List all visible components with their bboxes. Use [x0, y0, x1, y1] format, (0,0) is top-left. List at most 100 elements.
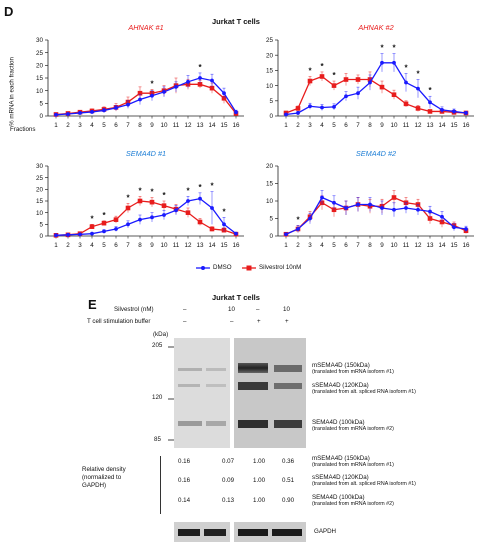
chart3-dmso-point-0 [54, 233, 58, 238]
chart3-xtick-label-0: 1 [54, 242, 58, 249]
chart1-ytick-label-1: 5 [39, 101, 43, 108]
chart2-silvestrol-point-2 [307, 78, 313, 84]
chart1-xtick-label-2: 3 [78, 122, 82, 129]
panel-e-letter: E [88, 297, 97, 312]
chart1-silvestrol-point-12 [197, 82, 203, 87]
chart1-xtick-label-9: 10 [160, 122, 168, 129]
chart1-xtick-label-6: 7 [126, 122, 130, 129]
chart3-silvestrol-point-8 [149, 199, 155, 205]
chart1-sig-1: * [198, 63, 202, 72]
chart4-xtick-label-13: 14 [438, 242, 446, 249]
chart1-xtick-label-4: 5 [102, 122, 106, 129]
chart3-silvestrol-point-12 [197, 219, 203, 225]
chart1-silvestrol-line [55, 83, 237, 116]
chart3-xtick-label-7: 8 [138, 242, 142, 249]
chart1-sig-0: * [150, 79, 154, 88]
chart4-xtick-label-2: 3 [308, 242, 312, 249]
density-r2-c1: 0.16 [178, 477, 191, 484]
chart3-ytick-label-0: 0 [39, 233, 43, 240]
chart3-xtick-label-15: 16 [232, 242, 240, 249]
gapdh-blot-image [174, 522, 306, 542]
chart2-dmso-point-3 [320, 105, 324, 110]
chart4-dmso-point-9 [392, 207, 396, 212]
density-r2-c3: 1.00 [253, 477, 266, 484]
chart1-dmso-point-14 [222, 91, 226, 96]
chart2-sig-2: * [332, 71, 336, 80]
chart2-xtick-label-6: 7 [356, 122, 360, 129]
chart3-xtick-label-2: 3 [78, 242, 82, 249]
density-r1-note: (translated from mRNA isoform #1) [312, 462, 394, 468]
density-r3-c1: 0.14 [178, 497, 191, 504]
chart2-dmso-line [285, 62, 467, 116]
lane2-stim: – [230, 318, 234, 325]
chart3-silvestrol-point-7 [137, 198, 143, 204]
chart4-ytick-label-2: 10 [266, 198, 274, 205]
density-r2-label: sSEMA4D (120KDa) (translated from alt. s… [312, 474, 416, 487]
chart4-dmso-point-15 [464, 227, 468, 231]
chart3-dmso-point-13 [210, 206, 214, 210]
chart4-silvestrol-point-12 [427, 216, 433, 221]
marker-120: 120 [152, 394, 163, 401]
chart4-ytick-label-0: 0 [269, 233, 273, 240]
density-r1-label: mSEMA4D (150kDa) (translated from mRNA i… [312, 455, 394, 468]
density-r2-name: sSEMA4D (120KDa) [312, 474, 369, 481]
chart2-xtick-label-10: 11 [403, 122, 410, 129]
chart3-dmso-point-10 [174, 208, 178, 213]
chart1-xtick-label-10: 11 [173, 122, 180, 129]
chart1-xtick-label-13: 14 [208, 122, 216, 129]
legend-silvestrol: Silvestrol 10nM [259, 264, 302, 271]
legend-dmso: DMSO [213, 264, 232, 271]
chart3-sig-8: * [210, 182, 214, 191]
chart3-xtick-label-1: 2 [66, 242, 70, 249]
chart1-dmso-point-11 [186, 79, 190, 84]
chart3-xtick-label-4: 5 [102, 242, 106, 249]
chart3-xtick-label-3: 4 [90, 242, 94, 249]
chart4-sig-0: * [296, 216, 300, 225]
chart4-xtick-label-15: 16 [462, 242, 470, 249]
legend-dmso-marker [201, 266, 205, 270]
band-msema4d-name: mSEMA4D (150kDa) [312, 362, 370, 369]
chart1-xtick-label-5: 6 [114, 122, 118, 129]
density-r2-c4: 0.51 [282, 477, 295, 484]
chart2-title: AHNAK #2 [357, 23, 393, 32]
chart4-xtick-label-10: 11 [403, 242, 410, 249]
chart4-dmso-point-3 [320, 195, 324, 200]
chart4-ytick-label-4: 20 [266, 163, 274, 170]
chart2-silvestrol-point-8 [379, 84, 385, 90]
chart2-xtick-label-12: 13 [426, 122, 434, 129]
chart4-title: SEMA4D #2 [356, 149, 396, 158]
lane4-silvestrol: 10 [283, 306, 290, 313]
panel-d-title: Jurkat T cells [212, 17, 260, 26]
chart4-xtick-label-1: 2 [296, 242, 300, 249]
chart1-ytick-label-4: 20 [36, 63, 44, 70]
chart2-silvestrol-point-9 [391, 92, 397, 98]
chart4-xtick-label-14: 15 [450, 242, 458, 249]
chart1-dmso-point-13 [210, 78, 214, 83]
density-r3-label: SEMA4D (100kDa) (translated from mRNA is… [312, 494, 394, 507]
chart1-xtick-label-1: 2 [66, 122, 70, 129]
chart1-xtick-label-8: 9 [150, 122, 154, 129]
chart3-sig-4: * [150, 188, 154, 197]
chart2-xtick-label-8: 9 [380, 122, 384, 129]
chart1-title: AHNAK #1 [127, 23, 163, 32]
chart2-dmso-point-4 [332, 104, 336, 109]
chart2-sig-3: * [380, 44, 384, 53]
chart2-xtick-label-1: 2 [296, 122, 300, 129]
chart3-ytick-label-6: 30 [36, 163, 44, 170]
panel-d-letter: D [4, 4, 14, 19]
lane1-silvestrol: – [183, 306, 187, 313]
chart2-silvestrol-line [285, 75, 467, 114]
chart4-xtick-label-8: 9 [380, 242, 384, 249]
chart2-xtick-label-0: 1 [284, 122, 288, 129]
chart4-dmso-point-10 [404, 206, 408, 210]
band-ssema4d-note: (translated from alt. spliced RNA isofor… [312, 389, 416, 395]
density-divider [160, 456, 161, 514]
chart3-dmso-point-14 [222, 222, 226, 227]
chart4-xtick-label-7: 8 [368, 242, 372, 249]
chart2-sig-5: * [404, 63, 408, 72]
chart1-silvestrol-point-13 [209, 85, 215, 91]
chart2-dmso-point-12 [428, 100, 432, 105]
band-label-sema4d: SEMA4D (100kDa) (translated from mRNA is… [312, 419, 394, 432]
panel-e-title: Jurkat T cells [212, 293, 260, 302]
